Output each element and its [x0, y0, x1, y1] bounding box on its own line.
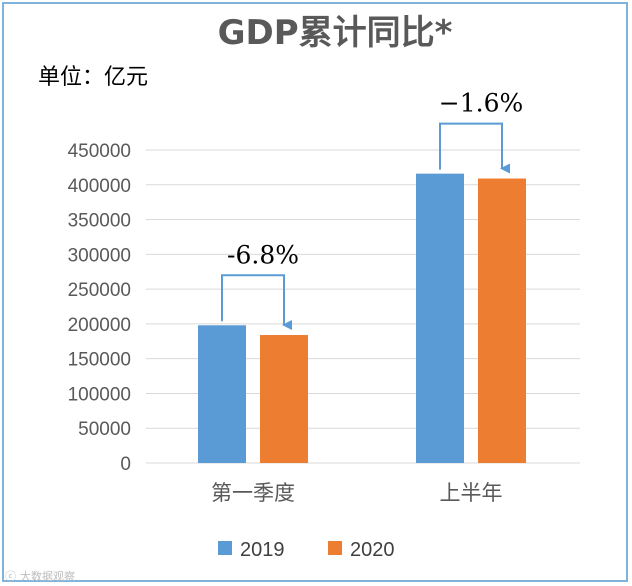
- legend-swatch-2019: [218, 541, 232, 555]
- y-tick-label: 350000: [68, 211, 131, 232]
- y-tick-label: 0: [120, 454, 131, 475]
- y-tick-label: 300000: [68, 245, 131, 266]
- category-labels: 第一季度 上半年: [211, 481, 503, 505]
- watermark: ⓒ 大数据观察: [5, 569, 75, 583]
- bar-2020-1: [478, 178, 526, 464]
- unit-label: 单位：亿元: [38, 65, 148, 90]
- y-tick-label: 50000: [78, 419, 131, 440]
- bars: [198, 173, 526, 464]
- y-tick-label: 250000: [68, 280, 131, 301]
- legend-swatch-2020: [328, 541, 342, 555]
- watermark-text: 大数据观察: [20, 569, 75, 583]
- bar-2020-0: [260, 335, 308, 463]
- legend-label-2019: 2019: [240, 539, 285, 561]
- y-axis-ticks: 0 50000 100000 150000 200000 250000 300000 3500…: [68, 141, 131, 475]
- legend-label-2020: 2020: [350, 539, 395, 561]
- y-tick-label: 200000: [68, 315, 131, 336]
- chart-title: GDP累计同比*: [218, 13, 453, 53]
- watermark-icon: ⓒ: [5, 570, 16, 583]
- y-tick-label: 100000: [68, 384, 131, 405]
- category-label: 上半年: [440, 481, 503, 505]
- bar-2019-1: [416, 173, 464, 463]
- change-label-0: -6.8%: [227, 240, 299, 269]
- bar-2019-0: [198, 325, 246, 463]
- y-tick-label: 400000: [68, 176, 131, 197]
- annotations: -6.8% −1.6%: [221, 89, 523, 331]
- y-tick-label: 450000: [68, 141, 131, 162]
- change-arrow-0: [221, 274, 292, 331]
- y-tick-label: 150000: [68, 350, 131, 371]
- category-label: 第一季度: [211, 481, 295, 505]
- change-label-1: −1.6%: [439, 89, 523, 118]
- legend: 2019 2020: [218, 539, 395, 561]
- change-arrow-1: [439, 122, 510, 174]
